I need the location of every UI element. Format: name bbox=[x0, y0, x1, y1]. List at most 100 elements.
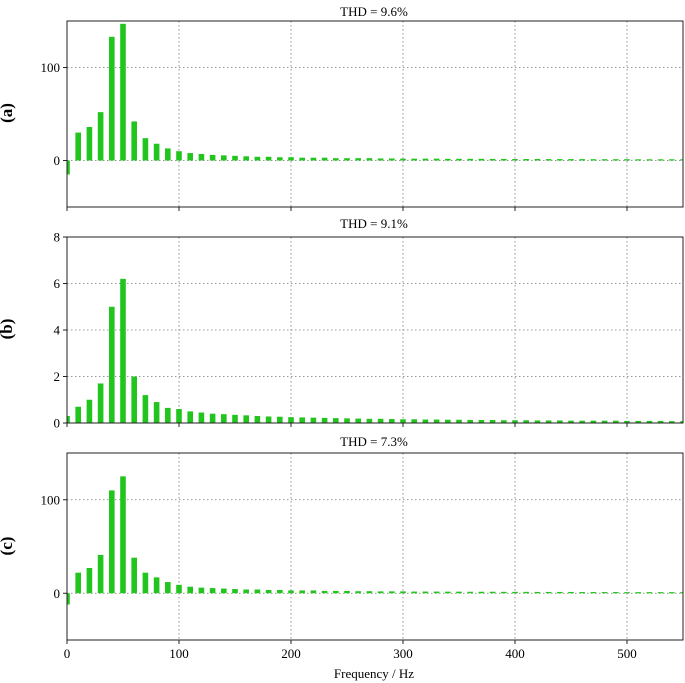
bar bbox=[422, 419, 429, 423]
bar bbox=[344, 590, 350, 594]
panel-c: THD = 7.3% (c) 0 100 0 100 200 300 400 500 bbox=[0, 434, 684, 661]
bar bbox=[131, 121, 137, 161]
bar bbox=[333, 158, 339, 161]
bar bbox=[433, 419, 440, 423]
bar bbox=[198, 412, 205, 423]
bar bbox=[680, 592, 683, 594]
bar bbox=[635, 159, 641, 161]
bar bbox=[501, 158, 507, 161]
bar bbox=[142, 138, 149, 161]
y-tick-label: 8 bbox=[54, 230, 61, 245]
bar bbox=[501, 420, 507, 423]
bar bbox=[221, 155, 227, 161]
bar bbox=[456, 158, 462, 161]
bar bbox=[489, 158, 496, 161]
bar bbox=[67, 593, 70, 605]
bar bbox=[534, 159, 541, 161]
bar bbox=[669, 159, 675, 161]
bar bbox=[86, 127, 93, 161]
bar bbox=[680, 159, 683, 161]
bar bbox=[523, 420, 529, 423]
bar bbox=[646, 420, 653, 423]
bar bbox=[265, 589, 272, 594]
bar bbox=[221, 414, 227, 423]
bar bbox=[321, 590, 328, 594]
bar bbox=[288, 590, 294, 594]
bar bbox=[310, 590, 317, 594]
bar bbox=[165, 582, 171, 594]
bar bbox=[187, 411, 193, 423]
bar bbox=[467, 158, 473, 161]
bar bbox=[187, 153, 193, 161]
bar bbox=[400, 158, 406, 161]
bar bbox=[366, 418, 373, 423]
bar bbox=[299, 417, 305, 423]
bar bbox=[288, 417, 294, 423]
bar bbox=[243, 589, 249, 594]
bar bbox=[579, 592, 585, 594]
bar bbox=[142, 395, 149, 423]
bar bbox=[333, 590, 339, 594]
bar bbox=[355, 591, 361, 594]
bar bbox=[512, 159, 518, 161]
bar bbox=[142, 572, 149, 594]
bar bbox=[545, 420, 552, 423]
bar bbox=[75, 132, 81, 161]
bar bbox=[456, 419, 462, 423]
bar bbox=[120, 476, 126, 594]
plot-frame bbox=[66, 452, 684, 641]
bar bbox=[153, 402, 160, 423]
panel-label: (a) bbox=[0, 103, 16, 123]
bar bbox=[131, 376, 137, 423]
x-tick-label: 300 bbox=[393, 646, 413, 661]
bar bbox=[243, 415, 249, 423]
x-tick-label: 200 bbox=[281, 646, 301, 661]
y-tick-label: 0 bbox=[54, 586, 61, 601]
bar bbox=[165, 407, 171, 423]
bar bbox=[680, 421, 683, 423]
bar bbox=[523, 591, 529, 594]
bar bbox=[355, 418, 361, 423]
bar bbox=[467, 419, 473, 423]
bar bbox=[86, 399, 93, 423]
bar bbox=[590, 159, 597, 161]
x-tick-label: 0 bbox=[64, 646, 71, 661]
bar bbox=[377, 591, 384, 594]
bar bbox=[669, 421, 675, 423]
bar bbox=[344, 418, 350, 423]
bar bbox=[601, 420, 608, 423]
bar bbox=[601, 159, 608, 161]
bar bbox=[198, 587, 205, 594]
bar bbox=[377, 418, 384, 423]
bar bbox=[657, 592, 664, 594]
bar bbox=[176, 409, 182, 423]
bar bbox=[232, 414, 238, 423]
bar bbox=[624, 592, 630, 594]
bar bbox=[411, 591, 417, 594]
panel-title: THD = 7.3% bbox=[340, 434, 408, 449]
bar bbox=[579, 159, 585, 161]
bar bbox=[478, 591, 485, 594]
bar bbox=[523, 159, 529, 161]
bar bbox=[333, 418, 339, 423]
bar bbox=[232, 155, 238, 161]
bar bbox=[97, 383, 104, 423]
bar bbox=[299, 590, 305, 594]
bar bbox=[277, 589, 283, 594]
bar bbox=[545, 591, 552, 594]
bar bbox=[478, 419, 485, 423]
bar bbox=[254, 416, 261, 423]
bar bbox=[635, 592, 641, 594]
bar bbox=[501, 591, 507, 594]
bar bbox=[120, 278, 126, 423]
bar bbox=[67, 416, 70, 423]
bar bbox=[355, 158, 361, 161]
bar bbox=[590, 420, 597, 423]
bar bbox=[568, 420, 574, 423]
bar bbox=[613, 592, 619, 594]
bar bbox=[97, 112, 104, 161]
bar bbox=[176, 584, 182, 594]
bar bbox=[422, 591, 429, 594]
y-tick-label: 0 bbox=[54, 153, 61, 168]
bar bbox=[254, 156, 261, 161]
